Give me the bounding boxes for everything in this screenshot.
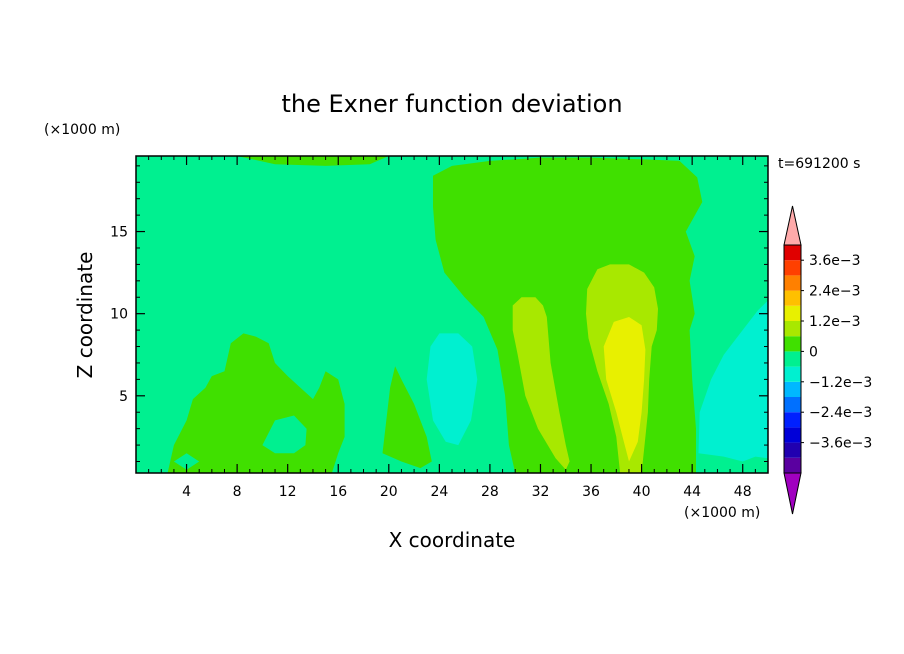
- x-tick-label: 28: [481, 484, 499, 500]
- x-tick-label: 36: [582, 484, 600, 500]
- x-tick-label: 8: [233, 484, 242, 500]
- contour-region-plume-a-level1: [512, 297, 570, 470]
- x-tick-label: 4: [182, 484, 191, 500]
- colorbar-bin: [784, 321, 801, 337]
- contour-region-mid-positive-blob: [382, 366, 432, 469]
- contour-region-plume-b-level2: [603, 317, 646, 462]
- y-tick-label: 5: [119, 389, 128, 405]
- colorbar-label: 1.2e−3: [809, 314, 861, 330]
- colorbar-bin: [784, 336, 801, 352]
- x-tick-label: 48: [734, 484, 752, 500]
- x-unit-label: (×1000 m): [684, 505, 760, 521]
- x-tick-label: 12: [279, 484, 297, 500]
- colorbar-label: 0: [809, 344, 818, 360]
- colorbar-underflow-triangle: [783, 472, 802, 515]
- colorbar-bin: [784, 290, 801, 306]
- colorbar-label: 2.4e−3: [809, 284, 861, 300]
- colorbar: 3.6e−3 2.4e−3 1.2e−3 0 −1.2e−3 −2.4e−3 −3.6e−3: [783, 205, 872, 515]
- x-tick-label: 24: [430, 484, 448, 500]
- colorbar-label: −3.6e−3: [809, 436, 872, 452]
- y-tick-label: 10: [110, 307, 128, 323]
- colorbar-bin: [784, 351, 801, 367]
- x-tick-label: 20: [380, 484, 398, 500]
- colorbar-bin: [784, 381, 801, 397]
- colorbar-overflow-triangle: [783, 205, 802, 246]
- x-axis-label: X coordinate: [389, 528, 516, 552]
- colorbar-label: −2.4e−3: [809, 405, 872, 421]
- y-tick-label: 15: [110, 225, 128, 241]
- contour-region-right-negative-blob: [698, 300, 768, 462]
- y-axis-label: Z coordinate: [73, 252, 97, 379]
- contour-region-mid-negative-blob: [426, 333, 478, 446]
- y-unit-label: (×1000 m): [44, 122, 120, 138]
- chart-title: the Exner function deviation: [281, 90, 622, 118]
- colorbar-label: −1.2e−3: [809, 375, 872, 391]
- time-label: t=691200 s: [778, 156, 860, 172]
- colorbar-bin: [784, 412, 801, 428]
- x-tick-label: 44: [683, 484, 701, 500]
- y-axis-ticks: 5 10 15: [110, 165, 768, 463]
- contour-region-left-negative-hole-2: [173, 453, 200, 470]
- contour-regions: [167, 156, 768, 473]
- colorbar-bin: [784, 366, 801, 382]
- colorbar-frame: [783, 244, 802, 474]
- colorbar-bin: [784, 457, 801, 473]
- colorbar-label: 3.6e−3: [809, 253, 861, 269]
- colorbar-bin: [784, 275, 801, 291]
- colorbar-bin: [784, 260, 801, 276]
- contour-region-left-negative-hole-1: [262, 415, 307, 454]
- x-axis-ticks: 4 8 12 16 20 24 28 32 36 40 44 48: [148, 156, 756, 500]
- colorbar-bin: [784, 305, 801, 321]
- x-tick-label: 40: [633, 484, 651, 500]
- colorbar-bin: [784, 397, 801, 413]
- colorbar-bin: [784, 442, 801, 458]
- colorbar-bin: [784, 427, 801, 443]
- x-tick-label: 16: [329, 484, 347, 500]
- x-tick-label: 32: [532, 484, 550, 500]
- colorbar-bin: [784, 245, 801, 261]
